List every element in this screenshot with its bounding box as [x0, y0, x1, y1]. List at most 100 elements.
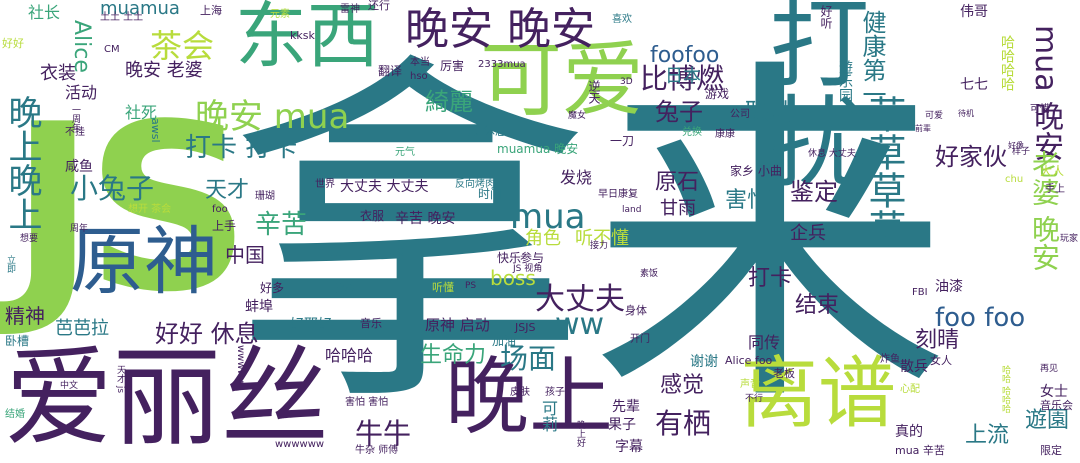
word-fanxiang: 反向烤肉: [455, 179, 495, 190]
word-qianbei: 前辈: [915, 124, 931, 133]
word-xinku-wanan: 辛苦 晚安: [395, 211, 456, 227]
word-muamuamua: muamuamua: [312, 244, 406, 260]
word-kuaile: 快乐: [497, 251, 522, 265]
word-tingbudong: 听不懂: [575, 228, 629, 249]
word-yinyue: 音乐: [360, 317, 382, 330]
word-bendang: 本当: [410, 57, 430, 68]
word-shenti: 身体: [625, 304, 647, 317]
word-xinpei: 心配: [900, 384, 920, 395]
word-fashao: 发烧: [560, 168, 593, 187]
word-keai: 可爱: [480, 33, 645, 128]
word-mua-xinku: mua 辛苦: [895, 444, 945, 457]
word-alice: 爱丽丝: [5, 336, 330, 461]
word-haojiahuo: 好家伙: [935, 143, 1007, 171]
word-zimu: 字幕: [615, 439, 643, 455]
word-xianding: 限定: [1040, 444, 1062, 457]
word-buzai: 不挂: [65, 127, 85, 138]
word-tiancai: 天才: [205, 178, 250, 203]
word-alice-en: Alice: [69, 20, 94, 73]
word-ganjue: 感觉: [660, 373, 705, 398]
word-shengmingli: 生命力: [420, 343, 487, 368]
word-youqi: 有栖: [655, 407, 712, 440]
word-haoting: 好听: [819, 5, 833, 29]
word-xiaotuzi: 小兔子: [70, 172, 155, 205]
word-daka: 打卡: [748, 266, 793, 291]
word-wanan-wanan: 晚安 晚安: [405, 4, 595, 55]
word-xianyu: 咸鱼: [65, 159, 93, 175]
word-sanbing: 散兵: [900, 359, 928, 375]
word-buxing: 不行: [745, 394, 764, 404]
word-yuanshi: 原石: [655, 170, 700, 195]
word-wanan-mua: 晚安 mua: [195, 97, 350, 137]
word-yuansu: 元素: [270, 9, 290, 20]
word-juese: 角色: [525, 228, 561, 249]
word-kexi: 可惜: [1030, 104, 1050, 115]
word-hahahaha: 哈哈哈哈: [999, 35, 1015, 91]
word-jiayou: 加油: [492, 334, 517, 348]
word-chu: chu: [1005, 174, 1024, 185]
word-2333mua: 2333mua: [478, 59, 526, 70]
word-dongxi: 东西: [235, 0, 380, 78]
word-land: land: [622, 205, 642, 215]
word-fbi: FBI: [912, 287, 928, 298]
word-youxi: 游戏: [705, 87, 730, 101]
word-xiangyao: 想要: [20, 234, 39, 244]
word-bengbu: 蚌埠: [245, 299, 273, 315]
word-laopo-wanan: 老婆 晚安: [1028, 150, 1061, 271]
word-zaodian: 早点 休息: [455, 124, 507, 138]
word-xianbei: 先辈: [612, 399, 640, 415]
word-weige: 伟哥: [960, 4, 988, 20]
word-haohao-xiuxi: 好好 休息: [155, 320, 259, 348]
word-qiqi: 七七: [960, 77, 988, 93]
word-shangshou: 上手: [212, 219, 237, 233]
word-muamua-wanan: muamua 晚安: [497, 142, 579, 156]
word-shanhu: 珊瑚: [255, 191, 275, 202]
word-huodong: 活动: [65, 83, 98, 102]
word-alice-foo: Alice foo: [725, 354, 773, 367]
word-kaimen: 开门: [630, 334, 650, 345]
word-jianding: 鉴定: [790, 178, 838, 206]
word-nitian: 逆天: [587, 80, 601, 104]
word-kangkang: 康康: [715, 129, 735, 140]
word-jieshu: 结束: [795, 293, 840, 318]
word-wanshang: 晚上: [445, 348, 614, 446]
word-caocao: 草草草草: [862, 95, 906, 247]
word-zhounian: 周年: [70, 224, 89, 234]
word-youqi2: 油漆: [935, 279, 963, 295]
word-riben: 日本: [665, 66, 701, 87]
word-xinku: 辛苦: [255, 210, 308, 240]
word-canyu: 参与: [520, 251, 545, 265]
word-yuanshen-qidong: 原神 启动: [425, 316, 490, 334]
word-bixin: 比心: [335, 284, 355, 295]
word-haixing: 还行: [368, 0, 390, 12]
word-shijian: 时间: [478, 187, 503, 201]
word-hahaha: 哈哈哈: [325, 346, 374, 365]
word-mua: mua: [510, 197, 586, 237]
word-darao: 打扰: [752, 0, 869, 190]
word-jiankang: 健康第一: [858, 10, 886, 106]
word-hso: hso: [410, 71, 428, 82]
word-jiaxiang: 家乡 小曲: [730, 164, 782, 178]
word-yifu: 衣服: [360, 209, 385, 223]
word-jieli: 接力: [590, 241, 609, 251]
word-nvshi: 女士: [1040, 384, 1068, 400]
word-jingshen: 精神: [5, 304, 45, 328]
word-ps: PS: [465, 281, 477, 291]
word-shanghai: 上海: [200, 4, 222, 17]
word-wanjia: 玩家: [1060, 234, 1079, 244]
word-fanyi: 翻译: [378, 64, 403, 78]
word-yizhuang: 衣装: [40, 63, 76, 84]
word-yizhounian: 一周年: [70, 105, 80, 132]
word-haha-hahaha: 哈哈 哈哈哈: [1000, 365, 1010, 413]
word-3d: 3D: [620, 77, 633, 87]
word-niuniu: 牛牛: [355, 417, 412, 450]
word-kksk: kksk: [290, 29, 315, 42]
word-liji: 立即: [5, 255, 15, 273]
word-daiji: 待机: [958, 109, 974, 118]
word-haipa-haipa: 害怕 害怕: [345, 397, 389, 408]
word-niuza: 牛杂 师傅: [355, 445, 399, 456]
word-jiehun: 结婚: [5, 409, 25, 420]
word-muamua: muamua: [100, 0, 180, 19]
word-wwwww: wwwww: [235, 345, 246, 386]
